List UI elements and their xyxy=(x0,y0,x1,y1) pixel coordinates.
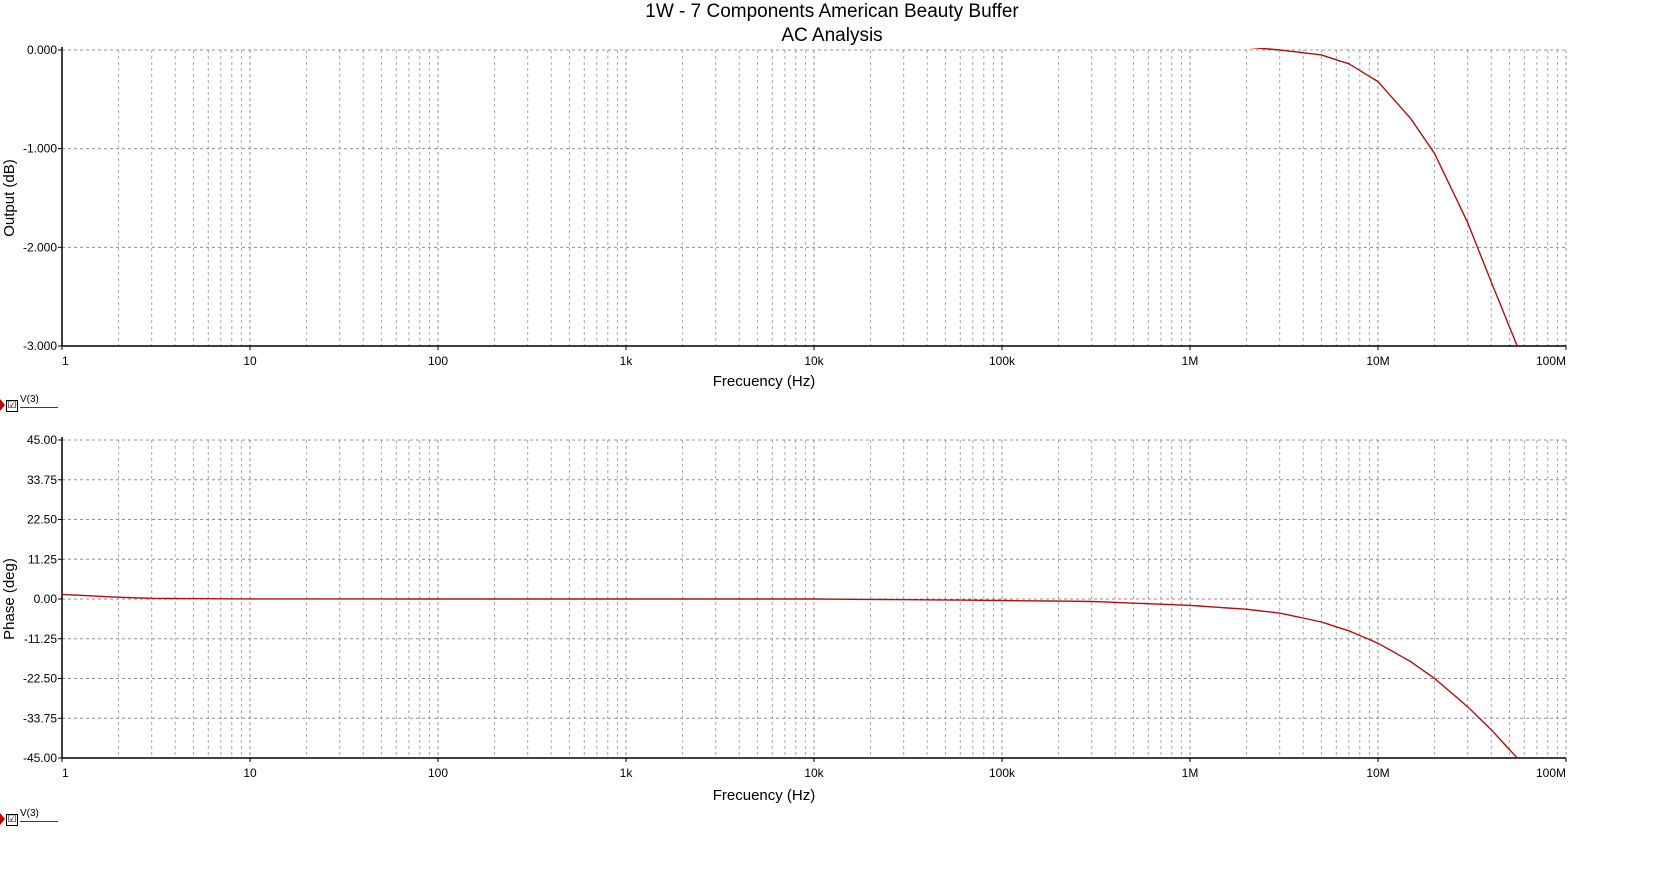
x-tick-label: 1k xyxy=(620,766,634,780)
y-tick-label: 45.00 xyxy=(27,433,57,447)
y-tick-label: 11.25 xyxy=(28,552,57,566)
x-tick-label: 10k xyxy=(804,354,824,368)
active-trace-marker-icon xyxy=(0,813,5,825)
y-axis-label: Phase (deg) xyxy=(1,558,18,640)
y-tick-label: 0.00 xyxy=(34,592,58,606)
x-tick-label: 100k xyxy=(989,354,1016,368)
legend-line-swatch xyxy=(20,407,58,408)
x-tick-label: 100k xyxy=(989,766,1016,780)
x-axis-label: Frecuency (Hz) xyxy=(713,787,816,804)
x-tick-label: 1 xyxy=(62,766,69,780)
x-tick-label: 1M xyxy=(1182,354,1199,368)
x-tick-label: 100 xyxy=(428,354,448,368)
x-tick-label: 100M xyxy=(1536,766,1566,780)
x-tick-label: 10 xyxy=(243,766,257,780)
series-line-v3 xyxy=(1249,48,1518,346)
active-trace-marker-icon xyxy=(0,399,5,411)
x-tick-label: 10M xyxy=(1366,766,1389,780)
x-tick-label: 10M xyxy=(1366,354,1389,368)
legend-phase[interactable]: ☑ V(3) xyxy=(0,808,80,830)
checkbox-icon[interactable]: ☑ xyxy=(6,814,18,826)
y-tick-label: 22.50 xyxy=(27,513,57,527)
x-tick-label: 1 xyxy=(62,354,69,368)
chart-subtitle: AC Analysis xyxy=(781,25,883,46)
x-tick-label: 10 xyxy=(243,354,257,368)
y-tick-label: -33.75 xyxy=(23,711,57,725)
chart-title: 1W - 7 Components American Beauty Buffer xyxy=(645,1,1019,22)
legend-label: V(3) xyxy=(20,394,39,405)
x-axis-label: Frecuency (Hz) xyxy=(713,373,816,390)
y-tick-label: 0.000 xyxy=(27,43,57,57)
y-tick-label: -2.000 xyxy=(23,240,57,254)
y-tick-label: -11.25 xyxy=(24,632,57,646)
y-tick-label: -45.00 xyxy=(23,751,57,765)
x-tick-label: 1M xyxy=(1182,766,1199,780)
magnitude-plot: 0.000 -1.000 -2.000 -3.000 1 10 100 1k 10k 100k 1M… xyxy=(1,43,1567,390)
y-tick-label: -3.000 xyxy=(23,339,57,353)
checkbox-icon[interactable]: ☑ xyxy=(6,400,18,412)
x-tick-label: 100M xyxy=(1536,354,1566,368)
legend-line-swatch xyxy=(20,821,58,822)
x-tick-label: 10k xyxy=(804,766,824,780)
y-axis-label: Output (dB) xyxy=(1,159,18,237)
x-tick-label: 1k xyxy=(620,354,634,368)
legend-label: V(3) xyxy=(20,808,39,819)
y-tick-label: -1.000 xyxy=(23,142,57,156)
y-tick-label: -22.50 xyxy=(23,672,57,686)
phase-plot: 45.00 33.75 22.50 11.25 0.00 -11.25 -22.50 -33.… xyxy=(1,433,1567,804)
x-tick-label: 100 xyxy=(428,766,448,780)
legend-magnitude[interactable]: ☑ V(3) xyxy=(0,394,80,416)
series-line-v3 xyxy=(62,593,1518,758)
y-tick-label: 33.75 xyxy=(27,473,57,487)
